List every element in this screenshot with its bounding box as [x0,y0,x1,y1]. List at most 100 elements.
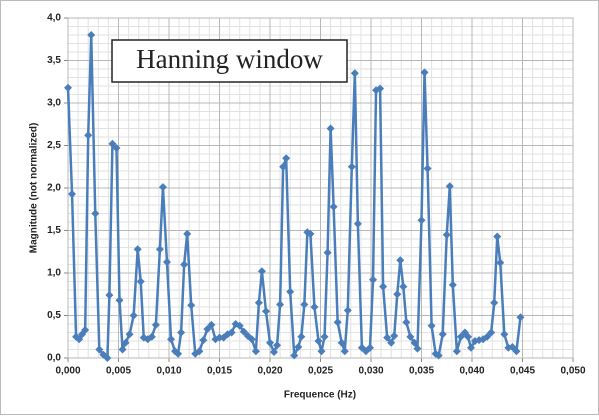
data-point [155,245,164,254]
y-tick-label: 3,0 [47,98,61,109]
data-point [174,349,183,358]
x-axis-label: Frequence (Hz) [284,390,356,401]
data-point [466,343,475,352]
data-point [417,216,426,225]
data-point [297,332,306,341]
data-point [75,335,84,344]
data-point [423,164,432,173]
data-point [306,229,315,238]
data-point [376,84,385,93]
data-point [320,332,329,341]
data-point [261,307,270,316]
data-point [487,328,496,337]
data-point [434,351,443,360]
data-point [180,260,189,269]
data-point [369,275,378,284]
x-tick-label: 0,010 [156,366,181,377]
data-point [118,345,127,354]
data-point [427,321,436,330]
data-point [215,333,224,342]
data-point [81,325,90,334]
x-tick-label: 0,035 [409,366,434,377]
x-tick-label: 0,040 [459,366,484,377]
data-point [282,154,291,163]
data-point [247,335,256,344]
data-point [147,332,156,341]
x-tick-label: 0,000 [55,366,80,377]
data-point [399,282,408,291]
data-point [239,327,248,336]
data-point [390,331,399,340]
data-point [112,144,121,153]
data-point [91,209,100,218]
y-tick-label: 4,0 [47,13,61,24]
data-point [347,162,356,171]
x-tick-label: 0,045 [510,366,535,377]
data-point [103,354,112,362]
data-point [115,296,124,305]
data-point [270,348,279,357]
data-point [266,338,274,347]
y-tick-label: 2,5 [47,140,61,151]
data-point [279,162,288,171]
data-point [187,301,196,310]
data-point [383,333,392,342]
data-point [286,287,295,296]
data-point [333,318,342,327]
data-point [105,291,114,300]
data-point [314,337,323,345]
y-axis-label: Magnitude (not normalized) [29,123,40,254]
data-point [183,229,192,238]
data-point [68,189,77,198]
data-point [329,202,338,211]
data-point [452,347,461,356]
data-point [340,347,349,356]
x-tick-label: 0,005 [106,366,131,377]
data-point [108,139,117,148]
data-point [64,83,72,92]
y-tick-label: 3,5 [47,55,61,66]
data-point [136,277,145,286]
data-point [125,330,134,339]
data-point [317,347,326,356]
data-point [162,257,171,266]
data-point [87,31,96,39]
data-point [393,290,402,299]
data-point [496,258,505,267]
data-point [290,351,299,360]
annotation: Hanning window [136,44,323,74]
data-point [406,332,415,341]
data-point [493,232,502,241]
annotation-box [111,39,348,83]
data-point [276,300,285,309]
data-point [199,336,208,345]
data-point [379,282,388,291]
data-point [167,335,176,344]
x-tick-label: 0,030 [358,366,383,377]
data-point [516,313,525,322]
x-tick-label: 0,050 [560,366,585,377]
data-point [310,303,319,311]
data-point [350,69,359,78]
y-tick-label: 0,0 [47,353,61,364]
data-point [203,325,212,334]
data-point [151,320,160,329]
data-point [235,321,244,330]
data-point [129,311,138,320]
data-point [500,330,509,339]
data-point [508,342,517,351]
data-point [343,306,352,315]
data-point [323,248,332,257]
data-point [512,347,521,356]
data-point [410,338,419,347]
data-point [413,344,422,353]
data-point [251,347,260,356]
data-point [402,318,411,327]
data-point [177,328,186,337]
data-point [84,131,93,140]
data-point [300,300,309,309]
data-point [326,124,335,133]
data-point [445,182,454,191]
data-point [337,338,346,347]
